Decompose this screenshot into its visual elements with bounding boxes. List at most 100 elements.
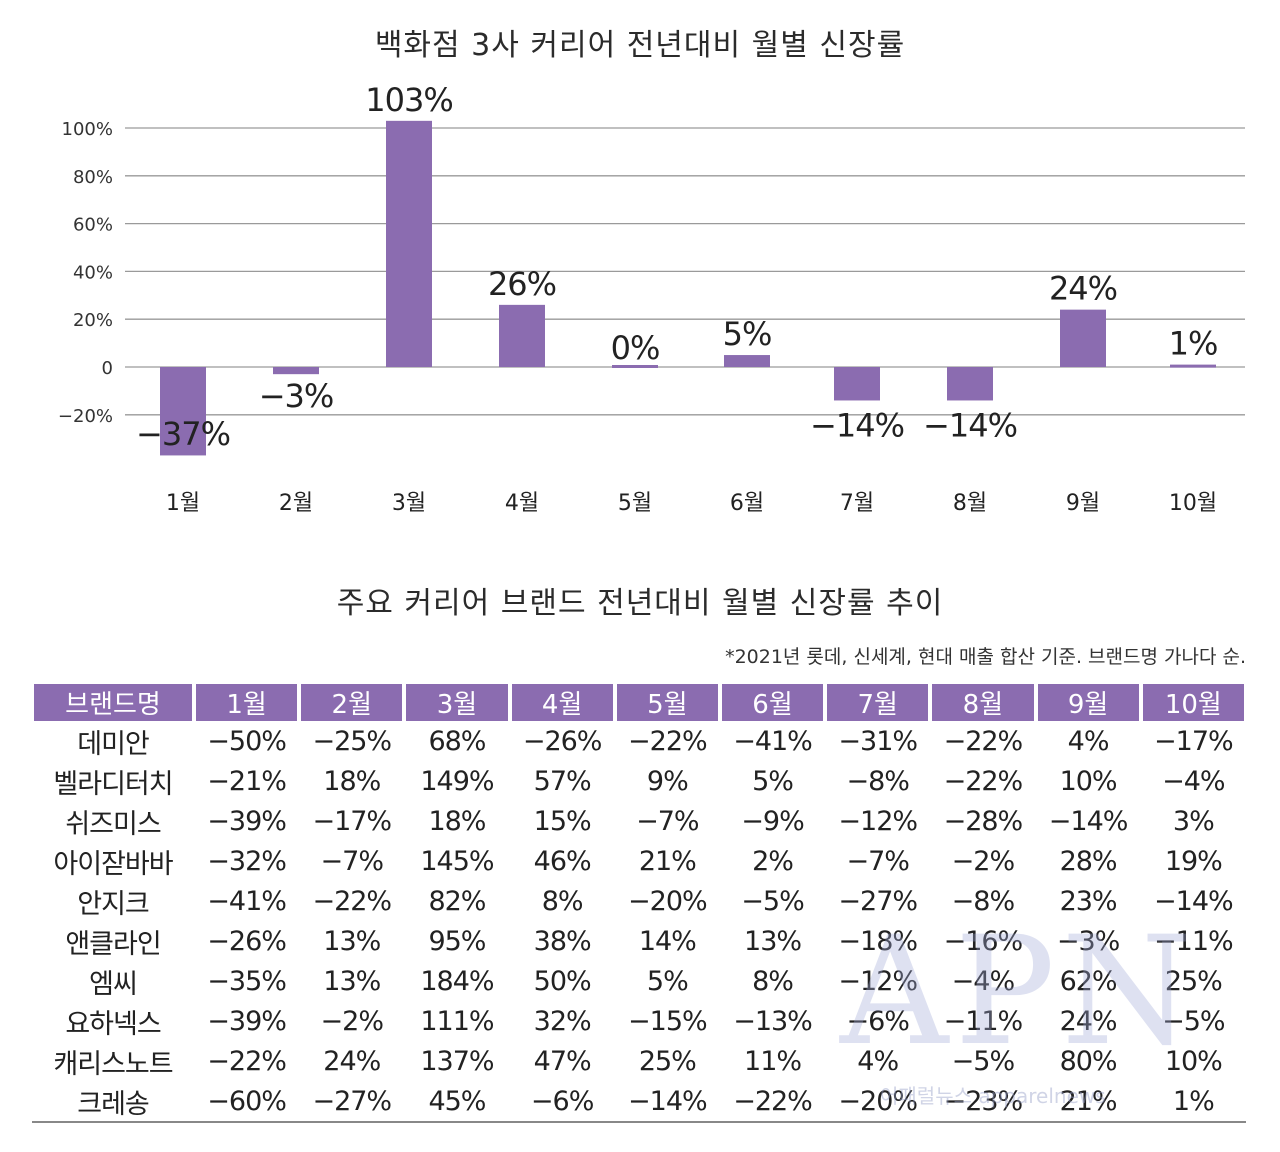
growth-cell: −60% — [194, 1081, 300, 1123]
header-month: 5월 — [612, 684, 722, 721]
growth-cell: −12% — [838, 965, 918, 997]
y-tick-label: 100% — [62, 119, 113, 140]
header-month: 9월 — [1033, 684, 1143, 721]
growth-cell: 111% — [420, 1005, 494, 1037]
growth-cell: 5% — [646, 965, 689, 997]
brand-name-cell: 앤클라인 — [65, 928, 161, 960]
table-header-row: 브랜드명 1월 2월 3월 4월 5월 6월 7월 8월 9월 10월 — [30, 684, 1249, 721]
header-month: 10월 — [1138, 684, 1249, 721]
growth-cell: −39% — [207, 1005, 287, 1037]
growth-cell: −7% — [320, 845, 384, 877]
header-month: 1월 — [191, 684, 302, 721]
bar — [386, 120, 432, 367]
table-note: *2021년 롯데, 신세계, 현대 매출 합산 기준. 브랜드명 가나다 순. — [725, 646, 1246, 668]
y-tick-label: 80% — [73, 167, 113, 188]
growth-cell: 95% — [428, 925, 486, 957]
growth-cell: 145% — [420, 845, 494, 877]
brand-name-cell: 안지크 — [77, 888, 150, 920]
growth-cell: −50% — [207, 725, 287, 757]
brand-name-cell: 데미안 — [77, 728, 150, 760]
growth-cell: −8% — [846, 765, 909, 797]
growth-cell: −20% — [628, 885, 708, 917]
growth-cell: 25% — [1164, 965, 1223, 997]
growth-cell: −21% — [207, 765, 287, 797]
x-tick-label: 10월 — [1169, 491, 1217, 516]
growth-cell: 28% — [1059, 845, 1118, 877]
bar — [1170, 364, 1216, 368]
growth-cell: −27% — [299, 1081, 405, 1123]
y-tick-label: 60% — [73, 215, 113, 236]
bar-value-label: −37% — [136, 415, 230, 453]
brand-name-cell: 캐리스노트 — [53, 1048, 173, 1080]
bar — [160, 367, 206, 456]
growth-cell: −22% — [943, 725, 1024, 757]
brand-name-cell: 요하넥스 — [65, 1008, 161, 1040]
table-row: 데미안 −50% −25% 68% −26% −22% −41% −31% −22% 4% −17% — [32, 721, 1246, 761]
growth-cell: 23% — [1059, 885, 1118, 917]
growth-cell: −31% — [838, 725, 918, 757]
growth-cell: 21% — [1035, 1081, 1141, 1123]
table-row: 요하넥스 −39% −2% 111% 32% −15% −13% −6% −11% 24% −5% — [32, 1001, 1246, 1041]
table-row: 캐리스노트 −22% 24% 137% 47% 25% 11% 4% −5% 80% 10% — [32, 1041, 1246, 1081]
growth-cell: 13% — [323, 925, 381, 957]
bar-value-label: 1% — [1169, 325, 1218, 363]
growth-cell: 149% — [420, 765, 494, 797]
growth-cell: 3% — [1172, 805, 1215, 837]
brand-name-cell: 쉬즈미스 — [65, 808, 161, 840]
x-tick-label: 6월 — [730, 491, 764, 516]
growth-cell: 184% — [420, 965, 494, 997]
bar-value-label: −3% — [259, 377, 334, 415]
growth-cell: 25% — [638, 1045, 697, 1077]
header-month: 6월 — [717, 684, 828, 721]
growth-cell: 13% — [323, 965, 381, 997]
growth-cell: −15% — [628, 1005, 708, 1037]
growth-cell: 32% — [533, 1005, 592, 1037]
bar — [834, 367, 880, 401]
growth-cell: −17% — [312, 805, 392, 837]
table-row: 엠씨 −35% 13% 184% 50% 5% 8% −12% −4% 62% 25% — [32, 961, 1246, 1001]
growth-cell: −14% — [1048, 805, 1129, 837]
x-tick-label: 4월 — [505, 491, 539, 516]
growth-cell: 11% — [744, 1045, 802, 1077]
growth-cell: −11% — [1154, 925, 1234, 957]
bar-value-label: −14% — [810, 406, 904, 444]
table-row: 크레송 −60% −27% 45% −6% −14% −22% −20% −23% 21% 1% — [32, 1081, 1246, 1123]
bar-value-label: 24% — [1049, 270, 1117, 308]
y-tick-label: 0 — [102, 358, 113, 379]
growth-cell: −5% — [1162, 1005, 1225, 1037]
growth-cell: 21% — [638, 845, 697, 877]
brand-name-cell: 엠씨 — [89, 968, 138, 1000]
growth-cell: 8% — [752, 965, 794, 997]
bar — [724, 355, 770, 367]
growth-cell: −20% — [825, 1081, 931, 1123]
y-tick-label: 20% — [73, 310, 113, 331]
growth-cell: 47% — [533, 1045, 592, 1077]
growth-cell: 8% — [541, 885, 584, 917]
growth-cell: 68% — [428, 725, 486, 757]
growth-cell: −9% — [741, 805, 804, 837]
growth-cell: 18% — [428, 805, 486, 837]
growth-cell: 2% — [752, 845, 794, 877]
growth-cell: 24% — [1059, 1005, 1118, 1037]
table-row: 아이잗바바 −32% −7% 145% 46% 21% 2% −7% −2% 28% 19% — [32, 841, 1246, 881]
table-body: 데미안 −50% −25% 68% −26% −22% −41% −31% −22% 4% −17%… — [32, 721, 1246, 1123]
bar-value-label: 26% — [488, 265, 556, 303]
growth-cell: −22% — [312, 885, 392, 917]
growth-cell: 13% — [744, 925, 802, 957]
table-title: 주요 커리어 브랜드 전년대비 월별 신장률 추이 — [336, 586, 944, 621]
growth-cell: 10% — [1164, 1045, 1223, 1077]
growth-cell: 5% — [752, 765, 794, 797]
growth-cell: −32% — [207, 845, 287, 877]
growth-cell: −8% — [951, 885, 1015, 917]
growth-cell: 1% — [1140, 1081, 1246, 1123]
y-tick-label: 40% — [73, 262, 113, 283]
growth-cell: −6% — [846, 1005, 909, 1037]
growth-cell: 38% — [533, 925, 592, 957]
bar-chart: 100% 80% 60% 40% 20% 0 −20% −37% 1월 −3% 2월 103% 3월 26… — [58, 81, 1245, 516]
growth-cell: −6% — [509, 1081, 615, 1123]
growth-cell: −18% — [838, 925, 918, 957]
growth-cell: −17% — [1154, 725, 1234, 757]
growth-cell: 14% — [638, 925, 697, 957]
growth-cell: −39% — [207, 805, 287, 837]
bar — [273, 367, 319, 375]
